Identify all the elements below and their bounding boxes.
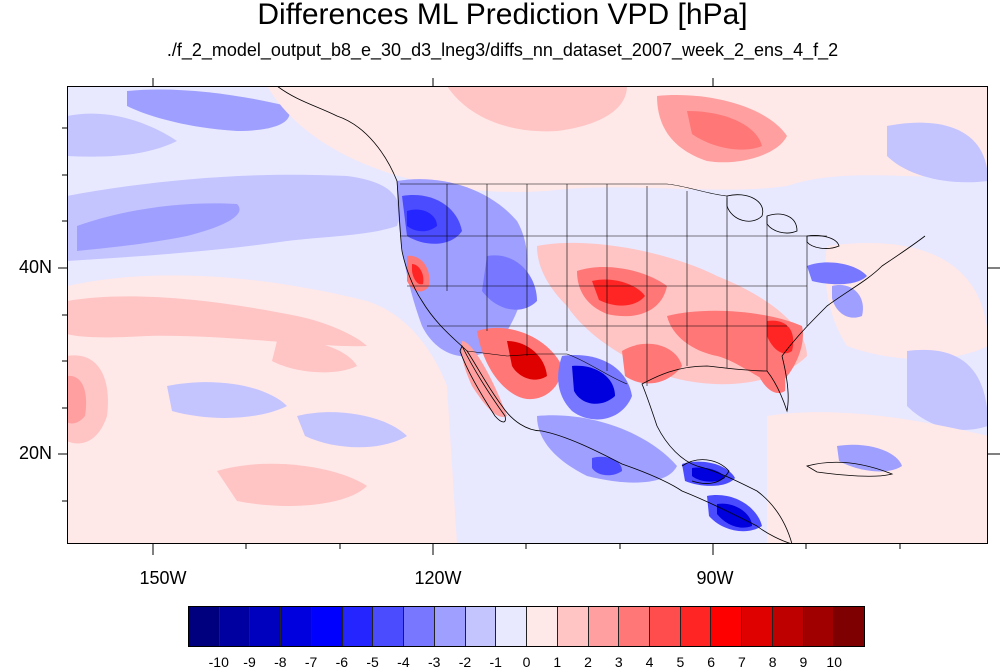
- ohio-valley-cool: [807, 262, 867, 285]
- rockies-cool: [482, 255, 537, 310]
- colorbar-tick-label: -7: [304, 654, 318, 670]
- canada-warm-east-core: [687, 111, 762, 150]
- pacific-cool-south-2: [297, 412, 407, 448]
- colorbar-swatch: [219, 607, 251, 646]
- colorbar-tick-label: 3: [614, 654, 623, 670]
- baja-peninsula: [459, 345, 506, 423]
- colorbar-tick-label: -4: [397, 654, 410, 670]
- colorbar-tick-label: 0: [522, 654, 531, 670]
- florida-coast: [766, 355, 789, 413]
- colorbar-swatch: [619, 607, 651, 646]
- colorbar-tick-label: 1: [553, 654, 562, 670]
- california-warm-core: [412, 264, 424, 285]
- west-cool-core-2: [407, 209, 437, 232]
- colorbar-swatch: [465, 607, 497, 646]
- atlantic-cool: [907, 349, 988, 430]
- state-lines: [400, 184, 827, 386]
- contour-field: [67, 86, 988, 544]
- coastlines: [276, 86, 926, 544]
- colorbar-swatch: [404, 607, 435, 646]
- colorbar-tick-label: 10: [826, 654, 842, 670]
- yucatan: [681, 459, 730, 484]
- colorbar-tick-label: -1: [489, 654, 502, 670]
- east-coast: [781, 235, 926, 357]
- lat-label-20n: 20N: [18, 443, 52, 463]
- colorbar-swatch: [650, 607, 681, 646]
- lat-label-40n: 40N: [18, 257, 52, 277]
- colorbar-swatch: [680, 607, 712, 646]
- colorbar-swatch: [588, 607, 620, 646]
- pacific-warm-south-2: [67, 375, 87, 424]
- central-mexico-cool: [537, 415, 677, 483]
- vpd-difference-map: [67, 86, 988, 544]
- east-coast-cool: [832, 285, 863, 318]
- southwest-warm-core: [507, 341, 547, 380]
- colorbar-tick-label: 6: [707, 654, 716, 670]
- colorbar-swatch: [772, 607, 804, 646]
- colorbar-tick-label: -6: [335, 654, 349, 670]
- colorbar-swatch: [434, 607, 466, 646]
- colorbar-tick-label: -3: [427, 654, 441, 670]
- colorbar-tick-label: -8: [274, 654, 287, 670]
- pacific-cool-south: [167, 382, 287, 418]
- lon-label-150w: 150W: [139, 568, 187, 588]
- colorbar-swatch: [250, 607, 282, 646]
- colorbar-tick-label: -10: [208, 654, 229, 670]
- colorbar-tick-label: 8: [768, 654, 777, 670]
- central-america-cool-core: [717, 503, 752, 528]
- atlantic-warm: [825, 242, 988, 360]
- colorbar-swatch: [557, 607, 589, 646]
- colorbar-swatch: [803, 607, 835, 646]
- colorbar-tick-label: -2: [458, 654, 472, 670]
- north-america-west-coast: [276, 86, 793, 544]
- canada-warm-band: [267, 86, 988, 192]
- mexico-cool-core: [572, 365, 615, 404]
- colorbar-swatch: [311, 607, 343, 646]
- colorbar: [188, 606, 865, 647]
- canada-cool-ne: [887, 122, 988, 183]
- map-title: Differences ML Prediction VPD [hPa]: [257, 0, 748, 31]
- colorbar-tick-label: 7: [738, 654, 746, 670]
- colorbar-tick-label: -5: [366, 654, 379, 670]
- lon-label-90w: 90W: [696, 568, 734, 588]
- canada-us-border: [400, 183, 728, 197]
- caribbean-cool: [837, 444, 902, 472]
- pacific-warm-patch: [272, 339, 357, 373]
- us-mexico-border: [466, 350, 628, 385]
- pacific-cool-north-2: [67, 113, 177, 157]
- colorbar-tick-label: -9: [243, 654, 256, 670]
- colorbar-swatch: [711, 607, 743, 646]
- colorbar-tick-label: 4: [645, 654, 654, 670]
- caribbean-warm: [767, 412, 988, 544]
- oaxaca-cool: [592, 456, 622, 476]
- colorbar-swatch: [281, 607, 312, 646]
- yucatan-cool-core: [692, 467, 725, 482]
- canada-warm-core: [447, 86, 627, 132]
- map-subtitle: ./f_2_model_output_b8_e_30_d3_lneg3/diff…: [166, 40, 839, 60]
- gulf-warm: [622, 343, 682, 384]
- lon-label-120w: 120W: [414, 568, 462, 588]
- florida-warm: [757, 345, 786, 394]
- pacific-warm-band-2: [67, 296, 367, 347]
- southeast-warm-core: [767, 320, 794, 354]
- colorbar-swatch: [527, 607, 558, 646]
- colorbar-tick-label: 2: [584, 654, 592, 670]
- colorbar-swatch: [342, 607, 374, 646]
- colorbar-swatch: [834, 607, 865, 646]
- colorbar-swatch: [189, 607, 220, 646]
- political-borders: [400, 183, 827, 386]
- colorbar-swatch: [373, 607, 405, 646]
- cuba: [805, 461, 894, 477]
- colorbar-tick-label: 9: [799, 654, 808, 670]
- colorbar-tick-label: 5: [676, 654, 685, 670]
- gulf-coast: [641, 365, 793, 544]
- pacific-red-blob: [217, 463, 367, 506]
- pacific-cool-core: [77, 203, 240, 251]
- colorbar-swatch: [496, 607, 528, 646]
- colorbar-swatch: [742, 607, 773, 646]
- pacific-cool-north: [127, 89, 290, 131]
